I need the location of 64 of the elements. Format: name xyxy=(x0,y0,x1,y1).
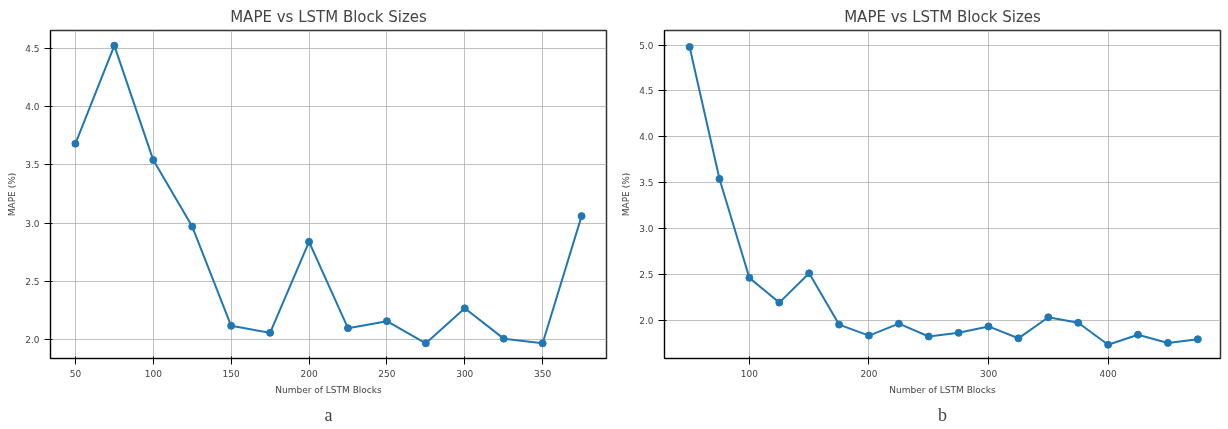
x-tick-label: 400 xyxy=(1099,368,1117,379)
y-tick-label: 4.0 xyxy=(639,132,654,143)
y-tick-label: 4.0 xyxy=(25,101,40,112)
point xyxy=(305,237,314,246)
chart-title: MAPE vs LSTM Block Sizes xyxy=(230,7,428,26)
point xyxy=(149,156,158,165)
point xyxy=(538,339,547,348)
y-tick-label: 5.0 xyxy=(639,40,654,51)
point xyxy=(894,319,903,328)
x-tick-label: 100 xyxy=(740,368,759,379)
point xyxy=(499,334,508,343)
point xyxy=(1014,334,1023,343)
chart-title: MAPE vs LSTM Block Sizes xyxy=(844,7,1042,26)
y-tick-label: 2.5 xyxy=(25,276,40,287)
point xyxy=(1193,335,1202,344)
point xyxy=(1134,330,1142,339)
point xyxy=(421,339,430,348)
point xyxy=(745,273,754,282)
x-tick-label: 300 xyxy=(456,368,474,379)
y-tick-label: 2.0 xyxy=(639,315,654,326)
point xyxy=(188,222,197,231)
x-tick-label: 300 xyxy=(979,368,998,379)
point xyxy=(835,320,844,329)
point xyxy=(227,321,236,330)
x-tick-label: 50 xyxy=(69,368,82,379)
point xyxy=(460,304,469,313)
point xyxy=(984,322,993,331)
point xyxy=(864,331,873,340)
point xyxy=(924,332,933,341)
y-axis-title: MAPE (%) xyxy=(621,172,632,217)
point xyxy=(715,174,724,183)
point xyxy=(71,139,80,148)
x-tick-label: 150 xyxy=(222,368,241,379)
x-tick-label: 350 xyxy=(534,368,552,379)
point xyxy=(954,328,963,337)
x-axis-title: Number of LSTM Blocks xyxy=(889,384,997,395)
point xyxy=(343,324,352,333)
point xyxy=(382,317,391,326)
y-tick-label: 3.5 xyxy=(639,178,654,189)
point xyxy=(1044,313,1053,322)
point xyxy=(685,43,694,51)
y-tick-label: 4.5 xyxy=(639,86,654,97)
point xyxy=(266,328,275,337)
y-tick-label: 4.5 xyxy=(25,43,40,54)
x-tick-label: 200 xyxy=(860,368,878,379)
y-tick-label: 2.0 xyxy=(25,335,40,346)
x-tick-label: 200 xyxy=(300,368,318,379)
x-axis-title: Number of LSTM Blocks xyxy=(275,384,383,395)
point xyxy=(577,212,586,221)
point xyxy=(1074,318,1083,327)
y-tick-label: 2.5 xyxy=(639,269,654,280)
x-tick-label: 250 xyxy=(378,368,396,379)
y-axis-title: MAPE (%) xyxy=(7,172,18,217)
point xyxy=(110,41,119,50)
point xyxy=(775,298,784,307)
x-tick-label: 100 xyxy=(144,368,163,379)
text: a xyxy=(324,404,333,425)
text: b xyxy=(938,404,947,425)
point xyxy=(1163,338,1172,347)
y-tick-label: 3.0 xyxy=(639,223,654,234)
y-tick-label: 3.0 xyxy=(25,218,40,229)
point xyxy=(1104,340,1113,349)
point xyxy=(805,269,814,278)
y-tick-label: 3.5 xyxy=(25,160,40,171)
